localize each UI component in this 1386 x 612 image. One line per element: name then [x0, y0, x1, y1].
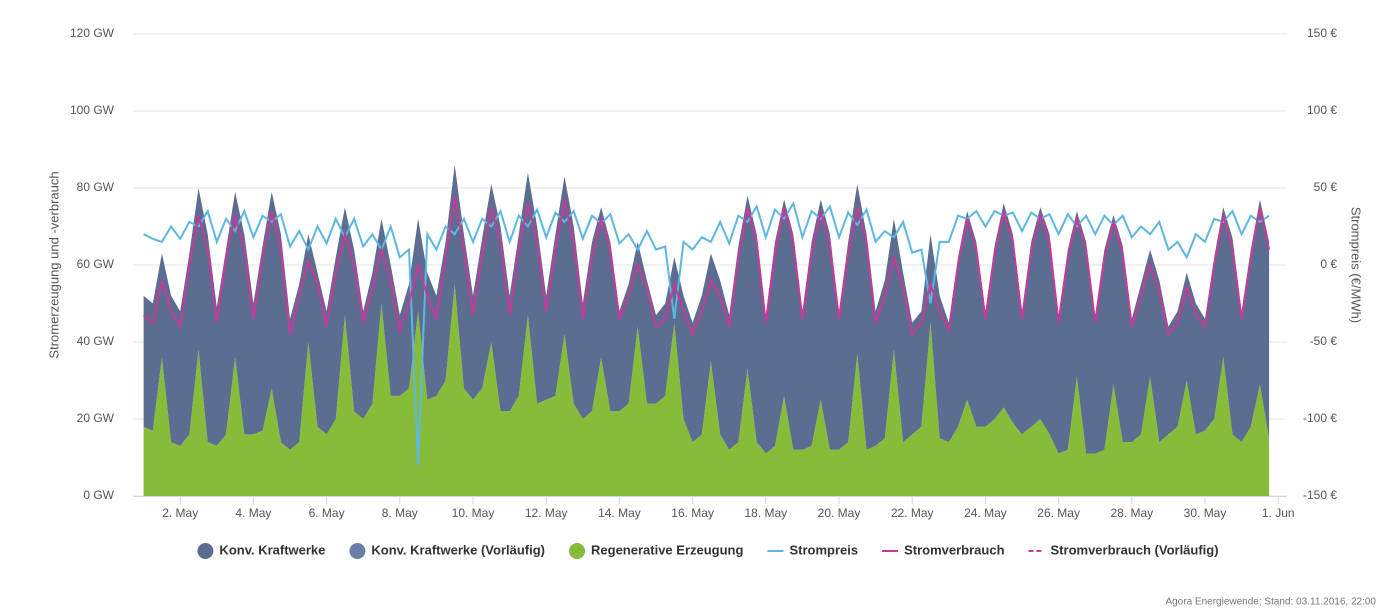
- x-tick-label: 4. May: [235, 506, 271, 520]
- y2-tick-label: -150 €: [1303, 488, 1337, 502]
- legend-item: Strompreis: [767, 542, 858, 557]
- x-tick-label: 26. May: [1037, 506, 1080, 520]
- x-tick-label: 30. May: [1184, 506, 1227, 520]
- x-tick-label: 12. May: [525, 506, 568, 520]
- x-tick-label: 14. May: [598, 506, 641, 520]
- area: [143, 284, 1270, 496]
- legend-item: Konv. Kraftwerke (Vorläufig): [349, 542, 545, 559]
- y2-tick-label: 0 €: [1320, 257, 1337, 271]
- source-note: Agora Energiewende; Stand: 03.11.2016, 2…: [1165, 597, 1376, 608]
- y-axis-title: Stromerzeugung und -verbrauch: [46, 171, 61, 358]
- legend-item: Stromverbrauch (Vorläufig): [1028, 542, 1219, 557]
- legend-label: Stromverbrauch: [904, 542, 1004, 557]
- x-tick-label: 16. May: [671, 506, 714, 520]
- y2-axis-title: Strompreis (€/MWh): [1349, 207, 1364, 323]
- y-tick-label: 80 GW: [77, 180, 115, 194]
- y-tick-label: 100 GW: [70, 103, 115, 117]
- legend-label: Strompreis: [789, 542, 858, 557]
- legend-label: Konv. Kraftwerke: [219, 542, 325, 557]
- legend-label: Stromverbrauch (Vorläufig): [1051, 542, 1219, 557]
- x-tick-label: 2. May: [162, 506, 198, 520]
- legend: Konv. Kraftwerke Konv. Kraftwerke (Vorläu…: [197, 542, 1219, 559]
- y-tick-label: 40 GW: [77, 334, 115, 348]
- y2-tick-label: 150 €: [1307, 26, 1337, 40]
- legend-marker: [569, 543, 586, 559]
- x-tick-label: 28. May: [1110, 506, 1153, 520]
- line: [143, 200, 1270, 466]
- y-tick-label: 120 GW: [70, 26, 115, 40]
- y-tick-label: 0 GW: [83, 488, 114, 502]
- x-tick-label: 18. May: [744, 506, 787, 520]
- legend-item: Konv. Kraftwerke: [197, 542, 325, 559]
- legend-item: Stromverbrauch: [882, 542, 1005, 557]
- legend-label: Regenerative Erzeugung: [591, 542, 743, 557]
- line: [142, 195, 1271, 338]
- legend-item: Regenerative Erzeugung: [569, 542, 743, 559]
- x-tick-label: 10. May: [452, 506, 495, 520]
- y2-tick-label: -100 €: [1303, 411, 1337, 425]
- x-tick-label: 6. May: [309, 506, 345, 520]
- y2-tick-label: 50 €: [1314, 180, 1338, 194]
- x-tick-label: 22. May: [891, 506, 934, 520]
- y-tick-label: 20 GW: [77, 411, 115, 425]
- x-tick-label: 1. Jun: [1262, 506, 1295, 520]
- legend-marker: [349, 543, 366, 559]
- legend-label: Konv. Kraftwerke (Vorläufig): [371, 542, 545, 557]
- x-tick-label: 20. May: [818, 506, 861, 520]
- y-tick-label: 60 GW: [77, 257, 115, 271]
- x-tick-label: 8. May: [382, 506, 418, 520]
- y2-tick-label: 100 €: [1307, 103, 1337, 117]
- x-tick-label: 24. May: [964, 506, 1007, 520]
- y2-tick-label: -50 €: [1310, 334, 1338, 348]
- area: [143, 164, 1270, 454]
- legend-marker: [197, 543, 214, 559]
